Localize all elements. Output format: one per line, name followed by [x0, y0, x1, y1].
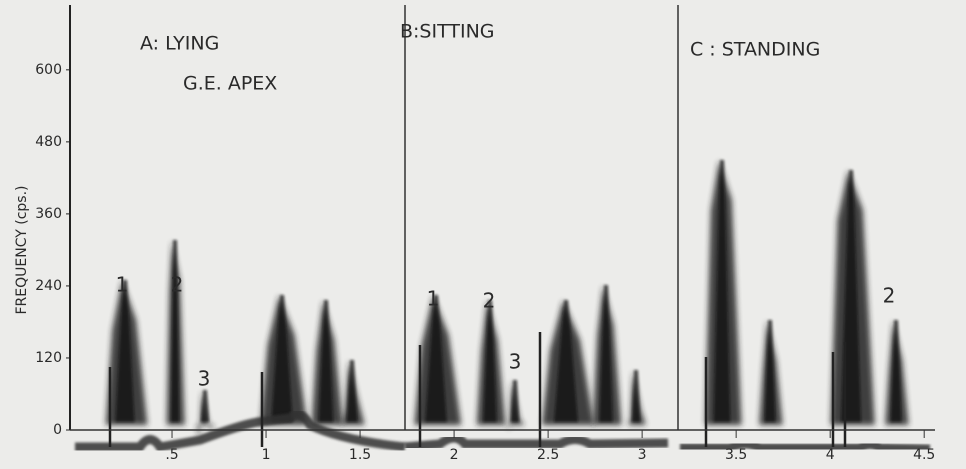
x-tick-label: 4.5 [913, 447, 935, 463]
sound-streak [554, 300, 578, 422]
x-tick-label: 3.5 [725, 447, 747, 463]
y-tick-label: 360 [35, 206, 62, 222]
sound-streak [271, 295, 293, 422]
reference-trace [75, 409, 406, 452]
sound-streak [890, 320, 902, 422]
sound-streak [425, 295, 447, 422]
sound-streak [115, 280, 135, 422]
panel-label: A: LYING [140, 33, 219, 55]
sound-number: 1 [116, 273, 129, 297]
sound-streak [764, 320, 776, 422]
sound-number: 2 [483, 289, 496, 313]
x-tick-label: 2 [450, 447, 459, 463]
sound-number: 2 [883, 284, 896, 308]
x-tick-label: 3 [638, 447, 647, 463]
sound-number: 2 [171, 273, 184, 297]
sound-streak [170, 240, 180, 422]
x-tick-label: 1 [262, 447, 271, 463]
reference-trace [404, 433, 669, 452]
y-tick-label: 0 [53, 422, 62, 438]
x-tick-label: 2.5 [537, 447, 559, 463]
panel-label: B:SITTING [400, 21, 495, 43]
sound-number: 1 [427, 287, 440, 311]
y-tick-label: 120 [35, 350, 62, 366]
sound-streak [318, 300, 334, 422]
sound-streak [346, 360, 358, 422]
y-tick-label: 480 [35, 134, 62, 150]
sound-streak [200, 390, 210, 422]
x-tick-label: 4 [826, 447, 835, 463]
sound-number: 3 [509, 350, 522, 374]
sound-streak [631, 370, 641, 422]
sound-streak [510, 380, 520, 422]
panel-label: G.E. APEX [183, 73, 277, 95]
x-tick-label: .5 [165, 447, 178, 463]
reference-trace [680, 439, 931, 454]
spectrogram [75, 160, 931, 454]
sound-streak [483, 300, 497, 422]
sound-streak [599, 285, 613, 422]
sound-number: 3 [198, 367, 211, 391]
panel-label: C : STANDING [690, 39, 820, 61]
y-axis-label: FREQUENCY (cps.) [14, 186, 30, 315]
sound-streak [713, 160, 731, 422]
y-tick-label: 600 [35, 62, 62, 78]
x-tick-label: 1.5 [349, 447, 371, 463]
y-tick-label: 240 [35, 278, 62, 294]
